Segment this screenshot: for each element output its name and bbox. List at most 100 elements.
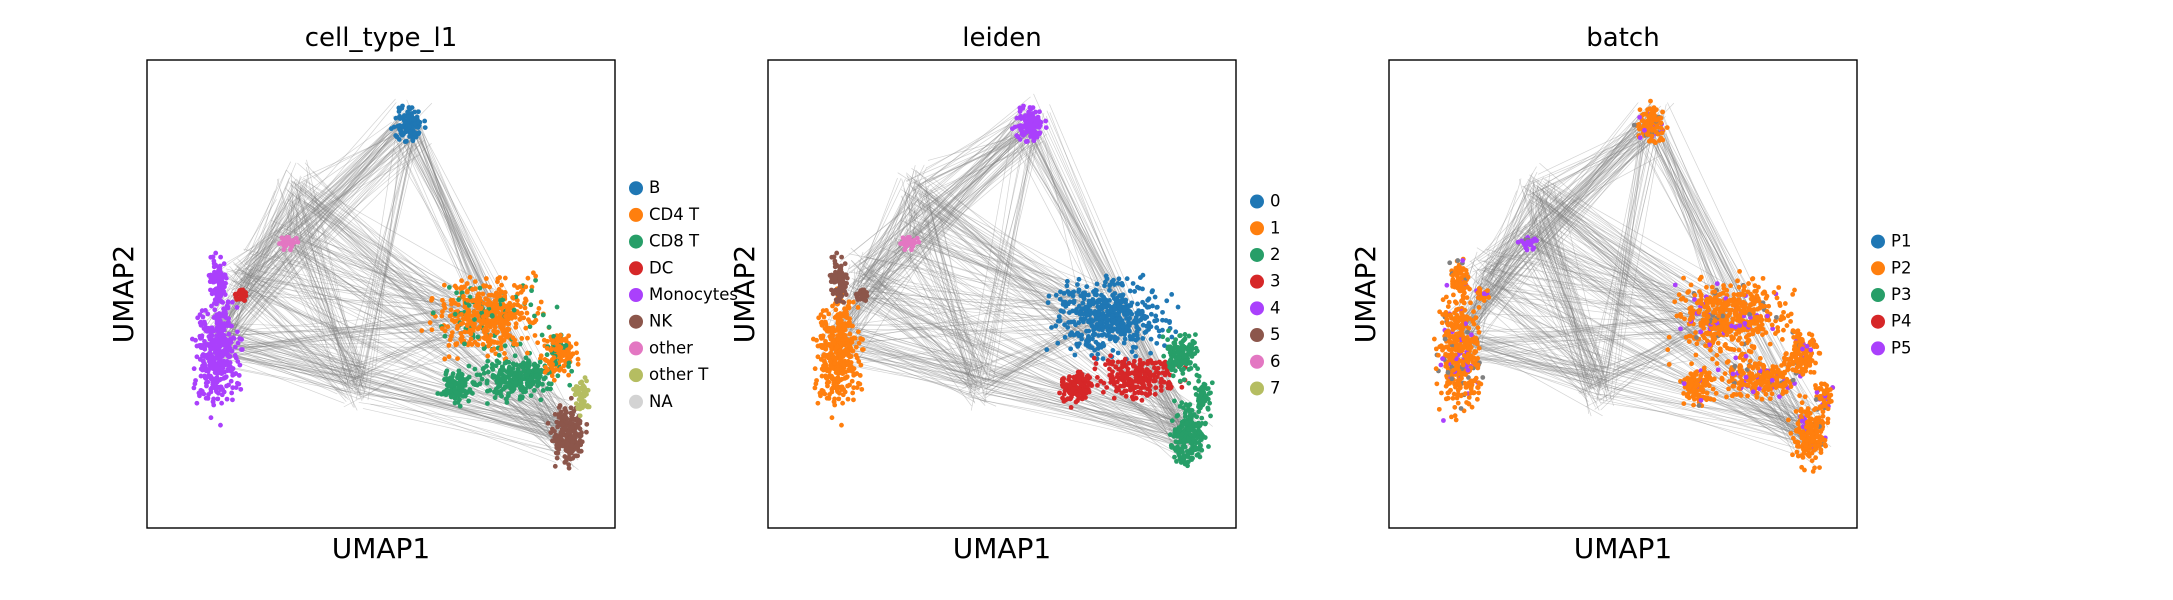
scatter-point xyxy=(819,322,825,328)
scatter-point xyxy=(1126,360,1132,366)
scatter-point xyxy=(240,287,246,293)
graph-edge xyxy=(217,364,563,432)
graph-edge xyxy=(1485,300,1805,431)
legend-label: NA xyxy=(649,392,673,411)
graph-edge xyxy=(903,188,918,236)
scatter-point xyxy=(1153,385,1159,391)
graph-edge xyxy=(223,143,408,349)
graph-edge xyxy=(1537,112,1646,246)
scatter-point xyxy=(497,383,502,389)
graph-edge xyxy=(256,192,292,281)
scatter-point xyxy=(1190,455,1195,461)
scatter-point xyxy=(849,336,855,342)
graph-edge xyxy=(857,188,914,274)
graph-edge xyxy=(901,179,911,211)
graph-edge xyxy=(1524,109,1635,252)
graph-edge xyxy=(223,354,555,430)
graph-edge xyxy=(851,278,1196,431)
scatter-point xyxy=(542,375,548,381)
scatter-point xyxy=(1028,133,1034,139)
graph-edge xyxy=(237,258,367,391)
graph-edge xyxy=(282,266,563,423)
graph-edge xyxy=(853,262,922,283)
graph-edge xyxy=(922,250,972,382)
scatter-point xyxy=(819,373,825,379)
scatter-point xyxy=(486,292,492,298)
scatter-point xyxy=(229,367,235,373)
scatter-point xyxy=(221,261,227,267)
graph-edge xyxy=(899,133,1048,257)
graph-edge xyxy=(246,189,303,295)
graph-edge xyxy=(859,272,1184,432)
scatter-point xyxy=(1199,415,1205,421)
graph-edge xyxy=(1614,393,1817,425)
scatter-point xyxy=(472,317,477,322)
scatter-point xyxy=(422,118,428,124)
scatter-point xyxy=(1152,391,1158,397)
scatter-point xyxy=(460,320,466,326)
graph-edge xyxy=(360,379,564,440)
scatter-point xyxy=(1110,369,1115,375)
graph-edge xyxy=(981,339,1120,382)
scatter-point xyxy=(218,254,224,260)
scatter-point xyxy=(1151,377,1157,383)
scatter-point xyxy=(1158,387,1164,393)
graph-edge xyxy=(240,237,283,274)
scatter-point xyxy=(1096,316,1101,322)
graph-edge xyxy=(303,132,403,178)
graph-edge xyxy=(239,269,577,448)
scatter-point xyxy=(1093,287,1098,293)
scatter-point xyxy=(1061,291,1067,296)
scatter-point xyxy=(1119,390,1125,396)
graph-edge xyxy=(293,241,362,397)
scatter-point xyxy=(834,344,840,350)
scatter-point xyxy=(1109,376,1115,382)
scatter-point xyxy=(193,378,198,383)
scatter-point xyxy=(1141,383,1147,389)
scatter-point xyxy=(828,342,834,348)
scatter-point xyxy=(573,341,579,347)
graph-edge xyxy=(1458,127,1662,334)
scatter-point xyxy=(554,304,560,310)
graph-edge xyxy=(919,243,994,363)
graph-edge xyxy=(237,139,399,272)
graph-edge xyxy=(235,247,292,290)
graph-edge xyxy=(924,178,932,256)
graph-edge xyxy=(221,311,489,359)
graph-edge xyxy=(232,261,367,377)
graph-edge xyxy=(903,207,912,256)
scatter-point xyxy=(484,323,490,329)
scatter-point xyxy=(218,384,224,390)
scatter-point xyxy=(233,371,239,376)
graph-edge xyxy=(842,349,980,366)
scatter-point xyxy=(466,315,471,321)
y-axis-label: UMAP2 xyxy=(107,245,140,344)
graph-edge xyxy=(241,267,488,314)
scatter-point xyxy=(464,281,470,286)
scatter-point xyxy=(234,380,240,386)
scatter-point xyxy=(555,450,561,456)
graph-edge xyxy=(1481,242,1526,274)
scatter-point xyxy=(211,361,216,366)
graph-edge xyxy=(1000,323,1119,379)
scatter-point xyxy=(1022,113,1028,118)
scatter-point xyxy=(1072,352,1078,358)
scatter-point xyxy=(502,289,508,295)
graph-edge xyxy=(298,238,560,443)
graph-edge xyxy=(1586,112,1659,376)
scatter-point xyxy=(1068,346,1074,352)
graph-edge xyxy=(974,124,1037,379)
scatter-point xyxy=(1037,109,1042,115)
scatter-point xyxy=(452,300,458,306)
scatter-point xyxy=(537,359,543,365)
graph-edge xyxy=(279,189,357,391)
graph-edge xyxy=(903,238,1105,311)
graph-edge xyxy=(294,181,355,408)
scatter-point xyxy=(1133,345,1139,350)
legend-label: 3 xyxy=(1270,272,1281,291)
scatter-point xyxy=(219,354,225,359)
scatter-point xyxy=(1092,347,1097,353)
scatter-point xyxy=(205,379,211,385)
graph-edge xyxy=(991,310,1115,386)
